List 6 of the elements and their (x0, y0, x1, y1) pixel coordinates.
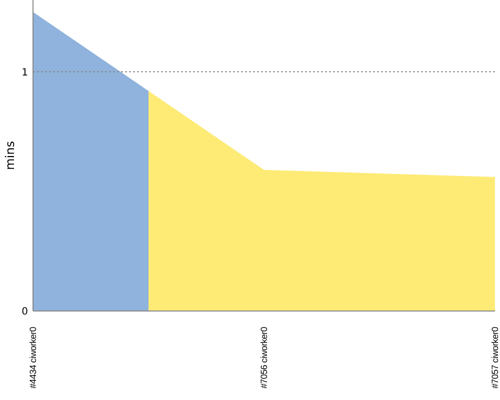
y-tick-label: 0 (22, 306, 28, 318)
x-tick-label: #4434 ciworker0 (28, 326, 38, 389)
y-tick-label: 1 (22, 67, 28, 78)
x-tick-label: #7057 ciworker0 (490, 326, 500, 389)
y-axis-title: mins (3, 141, 17, 170)
x-tick-label: #7056 ciworker0 (259, 326, 269, 389)
